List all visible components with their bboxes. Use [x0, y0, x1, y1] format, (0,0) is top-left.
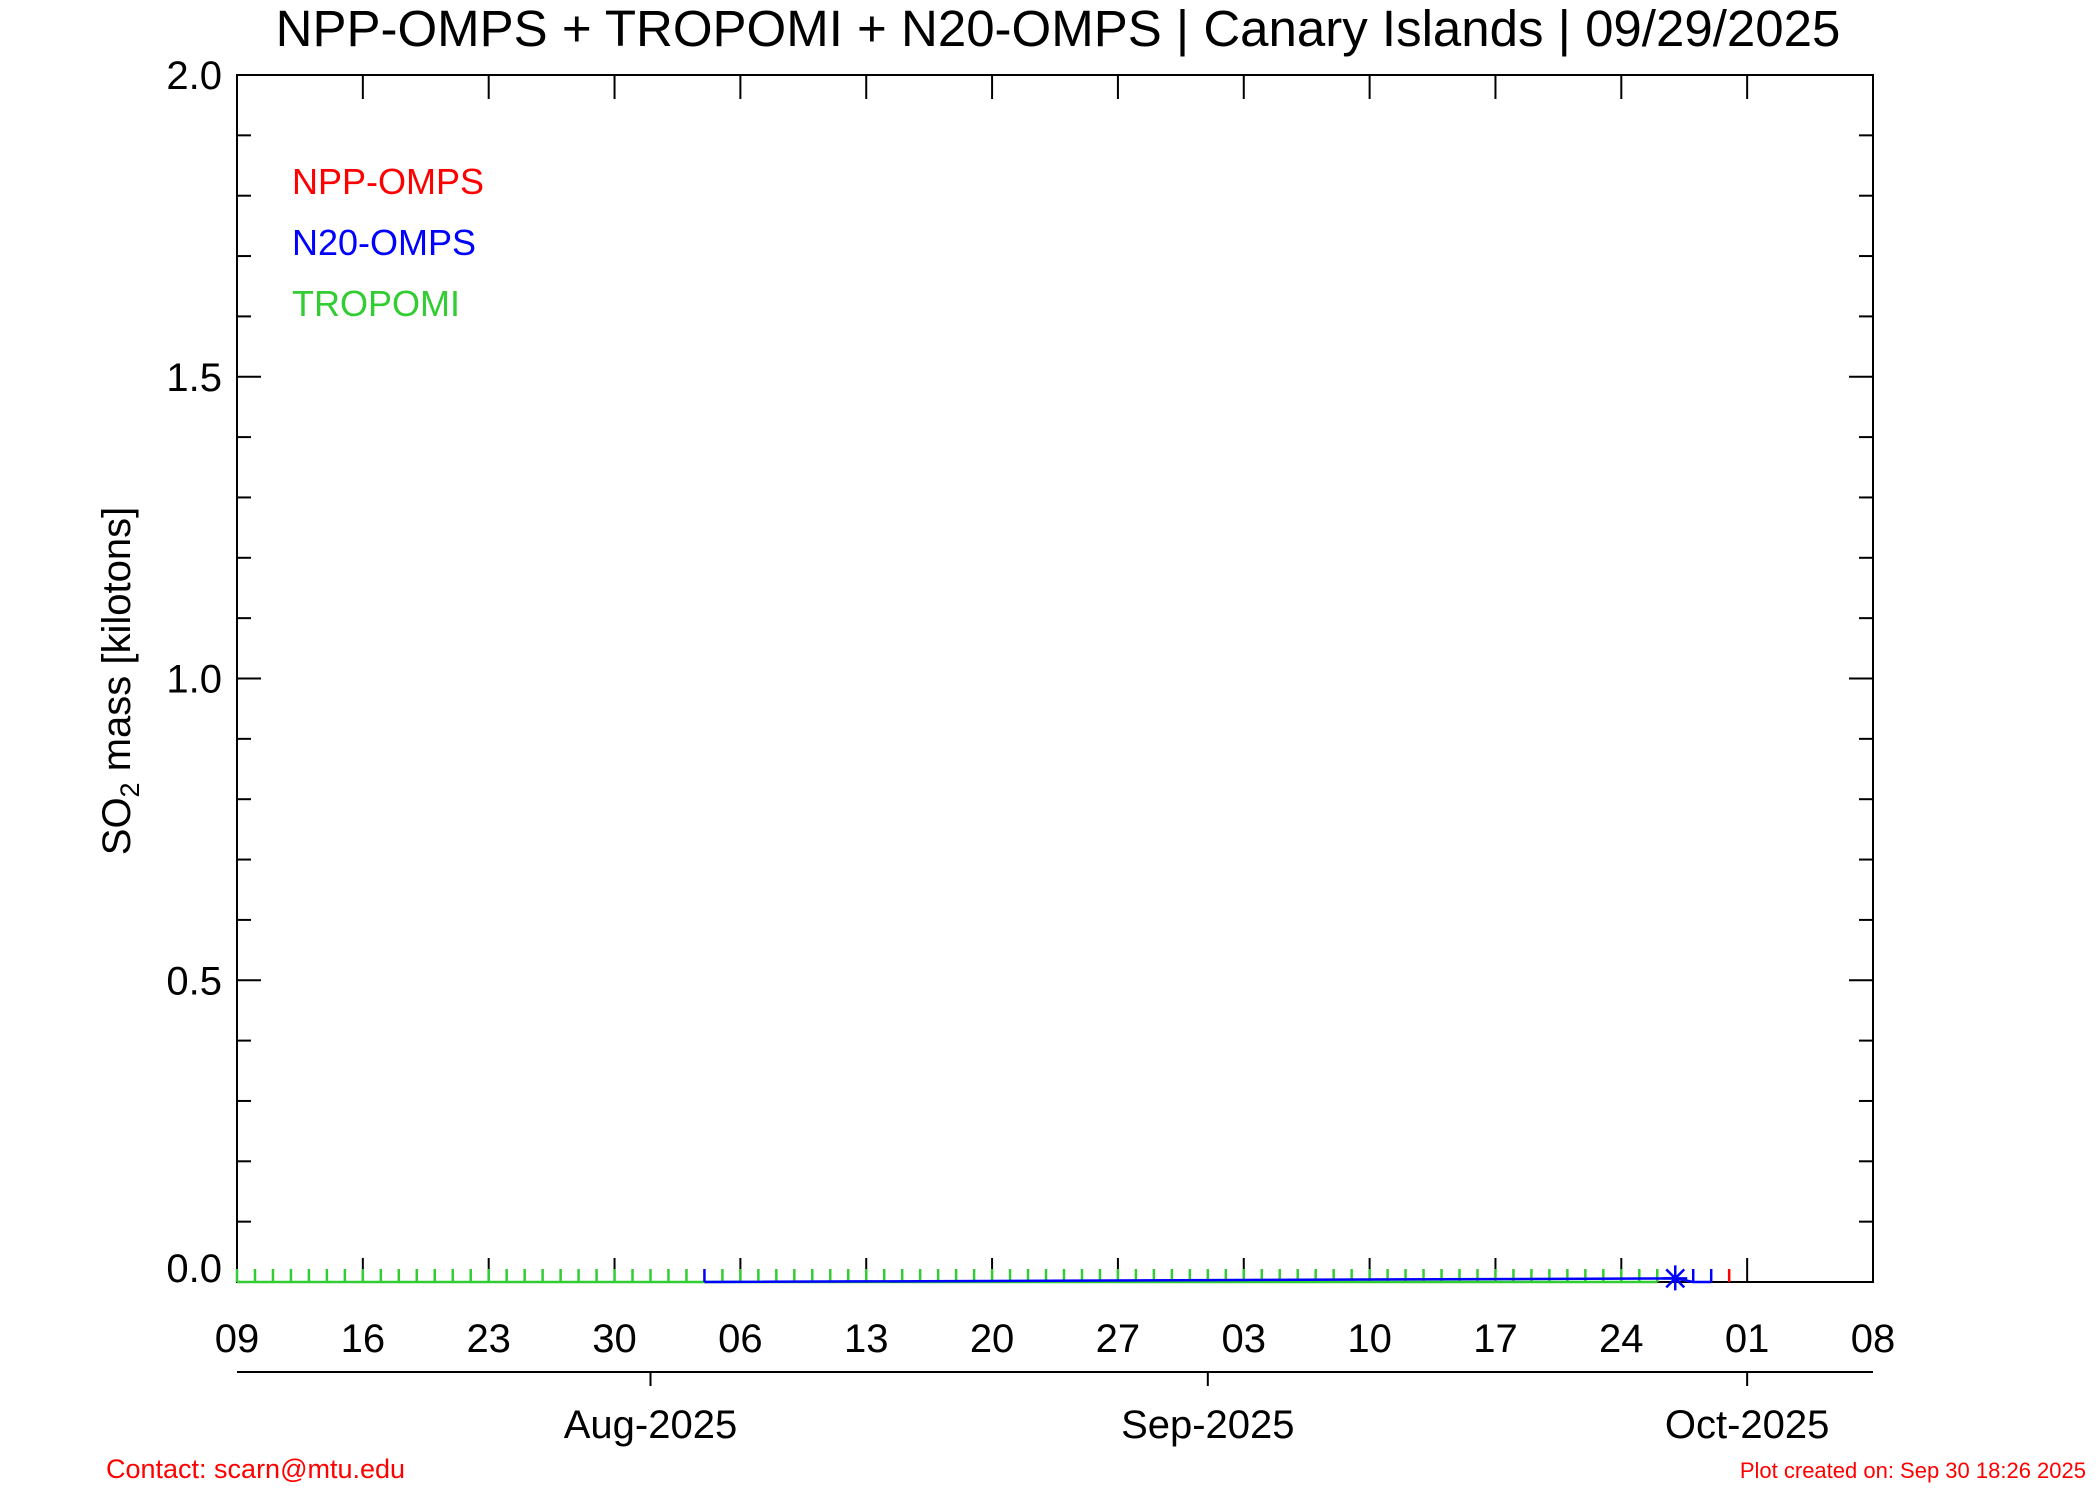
- legend-n20-omps: N20-OMPS: [292, 222, 476, 263]
- x-tick-label: 03: [1222, 1317, 1267, 1361]
- month-tick-label: Aug-2025: [564, 1403, 737, 1447]
- legend-npp-omps: NPP-OMPS: [292, 161, 484, 202]
- x-tick-label: 13: [844, 1317, 889, 1361]
- data-point-star-ray: [1665, 1268, 1686, 1289]
- legend: NPP-OMPS N20-OMPS TROPOMI: [292, 161, 484, 324]
- y-tick-label: 1.0: [166, 658, 222, 702]
- y-tick-label: 2.0: [166, 54, 222, 98]
- chart-title: NPP-OMPS + TROPOMI + N20-OMPS | Canary I…: [276, 0, 1841, 57]
- x-tick-label: 30: [592, 1317, 637, 1361]
- x-tick-label: 24: [1599, 1317, 1644, 1361]
- y-axis-ticks: 0.0 0.5 1.0 1.5 2.0: [166, 54, 1873, 1291]
- month-tick-label: Oct-2025: [1665, 1403, 1830, 1447]
- y-axis-label-subscript: 2: [115, 782, 145, 797]
- y-axis-label: SO2 mass [kilotons]: [95, 507, 145, 855]
- x-tick-label: 10: [1347, 1317, 1392, 1361]
- plot-created-footer: Plot created on: Sep 30 18:26 2025: [1740, 1458, 2086, 1483]
- y-axis-label-post: mass [kilotons]: [95, 507, 139, 783]
- y-tick-label: 0.0: [166, 1247, 222, 1291]
- x-tick-label: 17: [1473, 1317, 1518, 1361]
- y-axis-label-pre: SO: [95, 797, 139, 855]
- x-tick-label: 20: [970, 1317, 1015, 1361]
- month-tick-label: Sep-2025: [1121, 1403, 1294, 1447]
- y-tick-label: 1.5: [166, 356, 222, 400]
- contact-footer: Contact: scarn@mtu.edu: [106, 1454, 405, 1484]
- x-axis-ticks: 09 16 23 30 06 13 20 27 03 10 17 24 01 08: [215, 75, 1896, 1361]
- x-tick-label: 01: [1725, 1317, 1770, 1361]
- legend-tropomi: TROPOMI: [292, 283, 460, 324]
- x-tick-label: 08: [1851, 1317, 1896, 1361]
- x-tick-label: 16: [341, 1317, 386, 1361]
- x-tick-label: 23: [466, 1317, 511, 1361]
- x-tick-label: 06: [718, 1317, 763, 1361]
- y-tick-label: 0.5: [166, 959, 222, 1003]
- x-tick-label: 09: [215, 1317, 260, 1361]
- x-tick-label: 27: [1096, 1317, 1141, 1361]
- data-point-star: [1663, 1266, 1688, 1291]
- series-line: [704, 1277, 1712, 1284]
- month-axis: Aug-2025 Sep-2025 Oct-2025: [237, 1371, 1873, 1447]
- data-series: [235, 1265, 1731, 1291]
